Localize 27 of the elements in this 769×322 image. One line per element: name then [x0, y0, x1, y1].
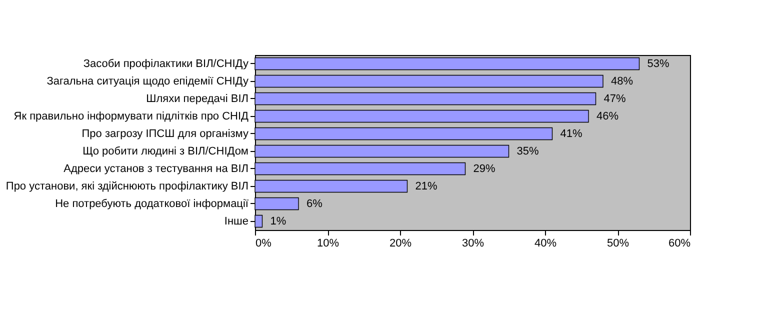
y-tick-label: Засоби профілактики ВІЛ/СНІДу [83, 58, 249, 70]
x-tick-label: 40% [534, 238, 557, 250]
y-tick-label: Адреси установ з тестування на ВІЛ [64, 162, 248, 175]
data-label: 35% [516, 145, 539, 158]
y-tick-label: Інше [224, 215, 248, 228]
y-tick-label: Про загрозу ІПСШ для організму [82, 128, 249, 140]
x-tick-label: 50% [606, 238, 630, 250]
data-label: 29% [473, 162, 496, 175]
y-tick-label: Не потребують додаткової інформації [55, 198, 248, 210]
y-tick-label: Шляхи передачі ВІЛ [146, 92, 248, 105]
y-tick-label: Що робити людині з ВІЛ/СНІДом [82, 145, 248, 158]
y-tick-label: Як правильно інформувати підлітків про СНІД [14, 110, 250, 122]
data-label: 21% [415, 180, 438, 192]
data-label: 47% [604, 92, 626, 105]
data-label: 53% [647, 58, 670, 70]
x-tick-label: 0% [256, 238, 272, 250]
data-label: 41% [560, 128, 582, 140]
x-tick-label: 20% [389, 238, 412, 250]
data-label: 6% [306, 198, 323, 210]
x-tick-label: 30% [462, 238, 484, 250]
data-label: 46% [596, 110, 619, 122]
x-tick-label: 10% [316, 238, 340, 250]
data-label: 48% [611, 75, 634, 88]
y-tick-label: Загальна ситуація щодо епідемії СНІДу [46, 75, 249, 88]
x-tick-label: 60% [668, 238, 691, 250]
y-tick-label: Про установи, які здійснюють профілактику ВІЛ [6, 180, 248, 192]
data-label: 1% [270, 215, 286, 228]
